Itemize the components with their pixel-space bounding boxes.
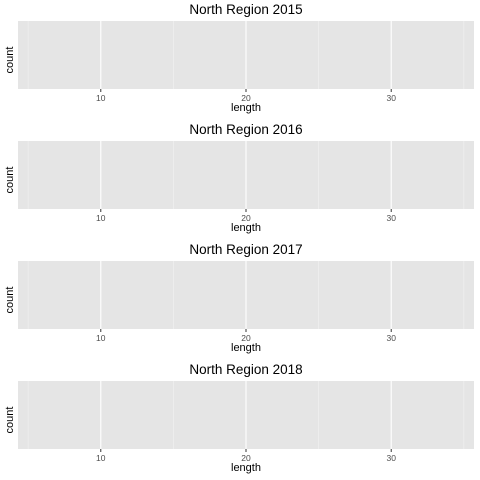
facet-title: North Region 2017 — [189, 242, 303, 257]
x-tick-label: 20 — [241, 93, 251, 103]
x-tick-label: 20 — [241, 333, 251, 343]
x-tick-label: 20 — [241, 213, 251, 223]
plot-svg: 10 20 30 — [18, 261, 474, 343]
x-tick-label: 30 — [386, 333, 396, 343]
x-tick-label: 10 — [96, 93, 106, 103]
x-tick-label: 30 — [386, 93, 396, 103]
x-tick-label: 20 — [241, 453, 251, 463]
facet-panel-2: North Region 2017 count 10 20 30 length — [0, 240, 480, 360]
facet-title: North Region 2018 — [189, 362, 303, 377]
x-axis-label: length — [231, 462, 261, 474]
facet-title: North Region 2016 — [189, 122, 303, 137]
facet-panel-3: North Region 2018 count 10 20 30 length — [0, 360, 480, 480]
facet-title: North Region 2015 — [189, 2, 303, 17]
facet-panel-1: North Region 2016 count 10 20 30 length — [0, 120, 480, 240]
facet-panel-0: North Region 2015 count 10 20 30 length — [0, 0, 480, 120]
x-tick-label: 30 — [386, 213, 396, 223]
plot-svg: 10 20 30 — [18, 381, 474, 463]
x-tick-label: 10 — [96, 213, 106, 223]
x-tick-label: 30 — [386, 453, 396, 463]
x-axis-label: length — [231, 102, 261, 114]
plot-svg: 10 20 30 — [18, 21, 474, 103]
x-axis-label: length — [231, 222, 261, 234]
x-tick-label: 10 — [96, 333, 106, 343]
plot-svg: 10 20 30 — [18, 141, 474, 223]
x-tick-label: 10 — [96, 453, 106, 463]
x-axis-label: length — [231, 342, 261, 354]
